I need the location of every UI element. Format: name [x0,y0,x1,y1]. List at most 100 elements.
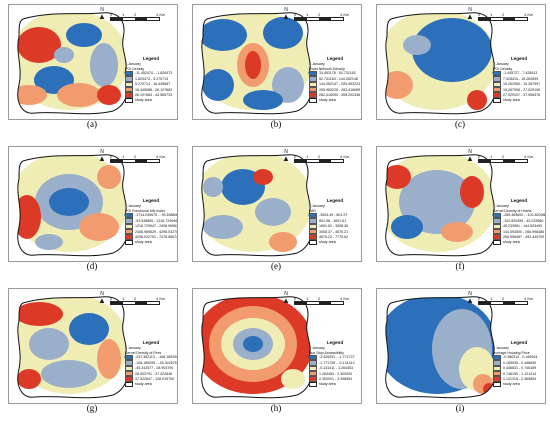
legend-swatch [493,223,501,230]
scale-tick-label: 0 [110,154,113,159]
legend-study-area-row: study area [125,381,177,388]
scale-tick-label: 4 Km [524,296,534,301]
scale-bar: 0 1 2 4 Km [110,12,170,24]
map-panel: N ▲ 0 1 2 4 Km Legend 7.January FAR -3904.49 - 80… [192,146,362,272]
legend-class-row: 205.963225 - 262.416089 [309,87,361,93]
north-arrow-icon: N ▲ [282,7,290,21]
legend-class-row: 33.451178 - 52.731163 [309,70,361,77]
study-area-boundary [385,296,497,399]
choropleth-map [17,12,129,115]
scale-tick-label: 2 [134,154,137,159]
legend-month: 7.January [125,204,141,209]
legend-class-row: -102.820459 - 49.233980 [493,218,545,224]
scale-bar: 0 1 2 4 Km [294,154,354,166]
map-legend: Legend 7.January FAR -3904.49 - 801.97 801.9… [309,198,361,246]
scale-tick-label: 2 [318,12,321,17]
legend-class-row: 0.169935 - 0.446630 [493,360,545,366]
legend-study-area-label: study area [319,382,336,387]
scale-tick-label: 1 [122,154,125,159]
legend-variable: Bus Stop Accessibility [309,350,344,355]
legend-swatch [493,229,501,235]
legend-month: 7.January [309,204,325,209]
legend-study-area-label: study area [503,98,520,103]
density-zone [202,69,234,101]
density-zone [385,165,411,189]
density-zone [269,232,297,252]
density-zone [391,215,423,239]
legend-class-label: 144.052147 - 205.963224 [319,82,361,87]
density-zone [467,90,487,110]
legend-class-label: 1691.52 - 3008.36 [319,224,349,229]
density-zone [412,18,492,82]
legend-study-area-label: study area [135,382,152,387]
map-frame: N ▲ 0 1 2 4 Km Legend 7.January Road Network Den… [192,4,362,120]
legend-swatch [493,381,501,388]
legend-month: 7.January [309,346,325,351]
panel-caption: (e) [271,261,281,271]
density-zone [97,165,121,189]
map-legend: Legend 7.January Bus Stop Accessibility -3.… [309,340,361,388]
map-frame: N ▲ 0 1 2 4 Km Legend 7.January Kernel Density o… [376,146,546,262]
legend-title: Legend [142,198,160,203]
north-arrow-icon: N ▲ [466,149,474,163]
panel-caption: (i) [455,403,465,413]
choropleth-map [201,12,313,115]
legend-class-row: -1.771726 - -0.131412 [309,360,361,366]
legend-class-label: -3.426291 - -1.771727 [319,355,355,360]
legend-class-label: -237.362113 - -106.189296 [135,355,178,360]
map-legend: Legend 7.January Road Network Density 33.45… [309,56,361,104]
legend-class-row: 4296.032701 - 7476.566747 [125,234,177,240]
legend-swatch [309,212,317,219]
legend-month: 7.January [493,204,509,209]
scale-bar: 0 1 2 4 Km [478,296,538,308]
north-label: N [100,7,104,13]
density-zone [66,23,102,47]
density-zone [97,339,121,379]
density-zone [97,85,121,105]
legend-swatch [125,81,133,88]
legend-swatch [125,354,133,361]
map-legend: Legend 7.January POI Density -1.445727 - 7.… [493,56,545,104]
legend-class-row: 4675.22 - 7779.62 [309,234,361,240]
legend-variable: POI Functional Mix Index [125,208,166,213]
legend-class-row: 49.233981 - 144.593499 [493,223,545,230]
legend-class-row: 1216.729947 - 2408.969628 [125,223,177,230]
legend-class-row: 144.593500 - 266.998486 [493,229,545,235]
legend-class-row: 1691.52 - 3008.36 [309,223,361,230]
density-zone [460,176,484,208]
legend-class-label: 49.233981 - 144.593499 [503,224,543,229]
density-zone [441,222,473,242]
density-zone [79,213,119,241]
density-zone [281,369,305,389]
density-zone [245,51,261,79]
legend-class-label: 3008.37 - 4675.21 [319,229,349,234]
map-panel: N ▲ 0 1 2 4 Km Legend 7.January POI Functional M… [8,146,178,272]
density-zone [17,369,41,389]
legend-month: 7.January [309,62,325,67]
scale-tick-label: 0 [110,296,113,301]
legend-variable: POI Density [125,66,145,71]
legend-class-label: 262.416090 - 305.202336 [319,93,361,97]
legend-class-label: 2408.969629 - 4296.032700 [135,229,178,234]
legend-swatch [309,70,317,77]
legend-swatch [493,365,501,372]
legend-variable: Kernel Density of Hotels [493,208,532,213]
panel-caption: (f) [455,261,465,271]
scale-tick-label: 4 Km [156,296,166,301]
density-zone [57,83,101,107]
legend-study-area-row: study area [125,239,177,246]
legend-study-area-label: study area [503,240,520,245]
legend-class-row: 5.270714 - 16.449687 [125,81,177,88]
legend-swatch [493,97,501,104]
scale-tick-label: 0 [478,296,481,301]
legend-class-label: -11.452474 - -1.826473 [135,71,173,76]
legend-swatch [125,87,133,93]
legend-study-area-row: study area [309,381,361,388]
map-legend: Legend 7.January POI Density -11.452474 - -… [125,56,177,104]
scale-tick-label: 4 Km [524,12,534,17]
legend-class-label: 1.264454 - 2.300000 [319,371,353,376]
study-area-boundary [201,12,313,115]
density-zone [17,27,61,63]
study-area-boundary [17,12,129,115]
legend-class-row: 0.746190 - 1.121314 [493,371,545,377]
